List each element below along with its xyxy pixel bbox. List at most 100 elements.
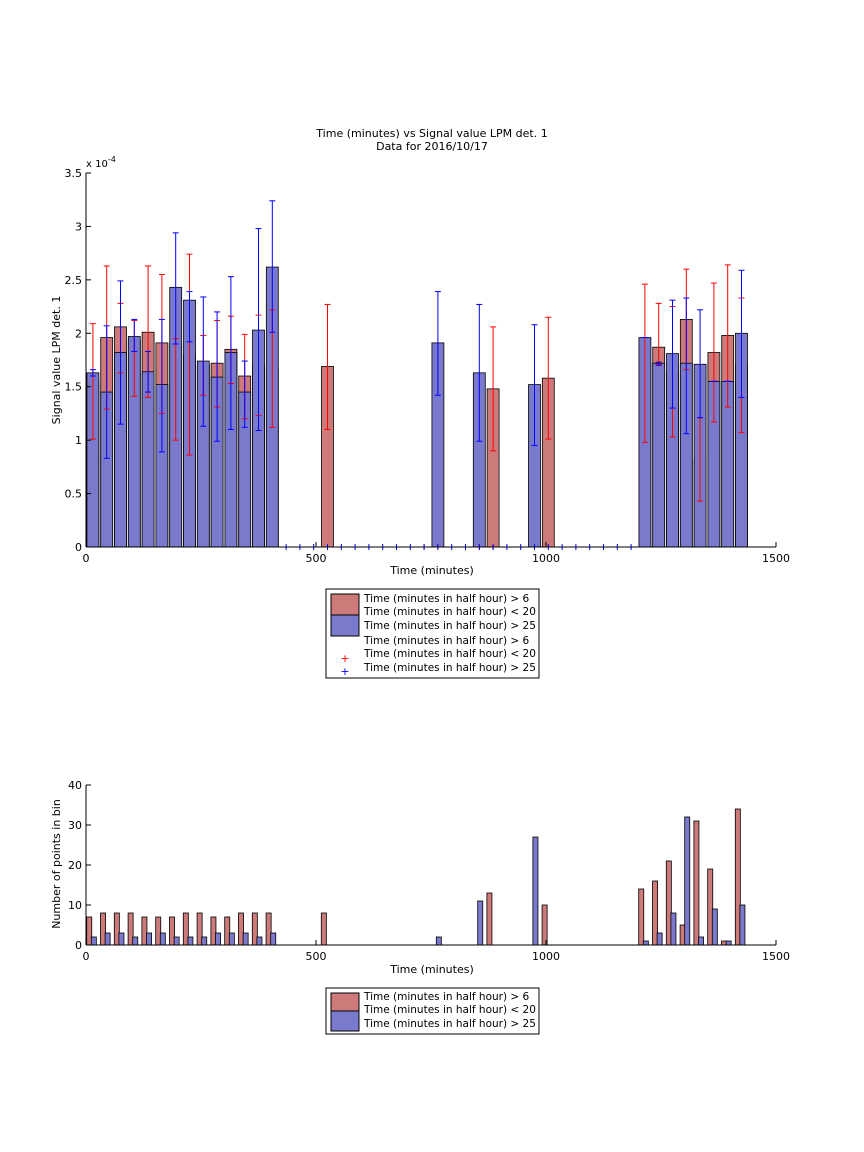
count-bar-series2 bbox=[104, 932, 111, 946]
signal-error-bar-series2 bbox=[241, 360, 248, 428]
signal-error-bar-series2 bbox=[531, 324, 538, 446]
count-legend-entry-2: Time (minutes in half hour) < 20 bbox=[363, 1004, 536, 1016]
count-x-tick-label: 1000 bbox=[532, 950, 560, 963]
count-chart: 0 500 1000 1500 0 10 20 30 40 Time (minutes) Num… bbox=[50, 779, 790, 1035]
signal-error-bar-series2 bbox=[255, 228, 262, 432]
count-bar-series2 bbox=[187, 936, 194, 946]
count-bar-series1 bbox=[486, 892, 493, 946]
count-bar-series2 bbox=[684, 816, 691, 946]
signal-y-tick-label: 3 bbox=[75, 220, 82, 233]
signal-error-bar-series2 bbox=[172, 232, 179, 345]
signal-x-tick-label: 500 bbox=[306, 552, 327, 565]
count-bars bbox=[86, 808, 746, 946]
count-y-tick-label: 20 bbox=[68, 859, 82, 872]
signal-y-tick-label: 0.5 bbox=[65, 488, 83, 501]
legend-entry-6: Time (minutes in half hour) > 25 bbox=[363, 662, 536, 674]
count-bar-series2 bbox=[477, 900, 484, 946]
signal-y-tick-label: 2.5 bbox=[65, 274, 83, 287]
legend-entry-5: Time (minutes in half hour) < 20 bbox=[363, 648, 536, 660]
count-bar-series2 bbox=[725, 940, 732, 946]
count-axes: 0 500 1000 1500 0 10 20 30 40 bbox=[68, 779, 790, 963]
legend-swatch-red bbox=[330, 593, 360, 616]
signal-error-bar-series1 bbox=[89, 323, 96, 440]
count-bar-series2 bbox=[215, 932, 221, 946]
signal-x-axis-label: Time (minutes) bbox=[389, 564, 474, 577]
count-legend: Time (minutes in half hour) > 6 Time (mi… bbox=[325, 987, 540, 1035]
count-bar-series2 bbox=[90, 936, 97, 946]
signal-error-bar-series2 bbox=[655, 361, 662, 366]
signal-y-tick-label: 3.5 bbox=[65, 167, 83, 180]
count-x-tick-label: 1500 bbox=[762, 950, 790, 963]
count-y-tick-label: 0 bbox=[75, 939, 82, 952]
signal-error-bar-series2 bbox=[738, 269, 745, 398]
count-bar-series1 bbox=[541, 904, 548, 946]
count-bar-series1 bbox=[320, 912, 327, 946]
count-bar-series2 bbox=[270, 932, 277, 946]
signal-error-bar-series1 bbox=[545, 316, 552, 440]
signal-y-tick-label: 1.5 bbox=[65, 381, 83, 394]
chart-title-line1: Time (minutes) vs Signal value LPM det. … bbox=[315, 127, 547, 140]
signal-bars bbox=[86, 200, 748, 550]
signal-error-bar-series2 bbox=[214, 311, 221, 442]
signal-error-bar-series2 bbox=[117, 280, 124, 425]
signal-x-tick-label: 1500 bbox=[762, 552, 790, 565]
y-exponent-base: x 10 bbox=[86, 159, 108, 170]
signal-error-bar-series2 bbox=[131, 318, 138, 352]
count-bar-series2 bbox=[118, 932, 125, 946]
signal-bar-series2 bbox=[652, 362, 666, 548]
signal-error-bar-series1 bbox=[490, 326, 497, 452]
count-bar-series2 bbox=[532, 836, 539, 946]
signal-x-tick-label: 0 bbox=[83, 552, 90, 565]
signal-error-bar-series2 bbox=[89, 369, 96, 377]
count-bar-series2 bbox=[698, 936, 704, 946]
signal-legend-box bbox=[325, 588, 540, 679]
signal-error-bar-series2 bbox=[434, 291, 441, 396]
count-y-tick-label: 40 bbox=[68, 779, 82, 792]
count-bar-series2 bbox=[711, 908, 718, 946]
signal-error-bar-series2 bbox=[669, 299, 676, 409]
signal-bar-series2 bbox=[141, 371, 155, 548]
signal-error-bar-series2 bbox=[103, 325, 110, 459]
signal-error-bar-series2 bbox=[158, 318, 165, 453]
count-bar-series2 bbox=[739, 904, 746, 946]
signal-error-bar-series1 bbox=[710, 282, 717, 423]
legend-marker-red: + bbox=[340, 652, 349, 665]
count-bar-series2 bbox=[159, 932, 166, 946]
count-bar-series1 bbox=[693, 820, 700, 946]
y-exponent-power: -4 bbox=[108, 155, 116, 164]
signal-y-tick-label: 2 bbox=[75, 327, 82, 340]
y-exponent-label: x 10-4 bbox=[86, 155, 116, 170]
signal-x-tick-label: 1000 bbox=[532, 552, 560, 565]
count-bar-series2 bbox=[228, 932, 235, 946]
count-bar-series2 bbox=[242, 932, 249, 946]
count-x-tick-label: 500 bbox=[306, 950, 327, 963]
legend-entry-3: Time (minutes in half hour) > 25 bbox=[363, 620, 536, 632]
legend-entry-2: Time (minutes in half hour) < 20 bbox=[363, 606, 536, 618]
signal-error-bar-series2 bbox=[200, 296, 207, 427]
count-bar-series2 bbox=[642, 940, 649, 946]
count-bar-series2 bbox=[435, 936, 442, 946]
signal-error-bar-series2 bbox=[476, 303, 483, 442]
count-y-tick-label: 30 bbox=[68, 819, 82, 832]
count-bar-series2 bbox=[670, 912, 677, 946]
signal-error-bar-series2 bbox=[227, 276, 234, 430]
count-bar-series2 bbox=[132, 936, 139, 946]
signal-axes: 0 500 1000 1500 0 0.5 1 1.5 2 2.5 3 3.5 bbox=[65, 167, 791, 565]
count-legend-swatch-red bbox=[330, 992, 360, 1012]
signal-error-bar-series2 bbox=[683, 297, 690, 435]
legend-entry-1: Time (minutes in half hour) > 6 bbox=[363, 593, 530, 605]
count-bar-series2 bbox=[173, 936, 180, 946]
count-bar-series1 bbox=[638, 888, 645, 946]
count-x-axis-label: Time (minutes) bbox=[389, 963, 474, 976]
signal-legend: Time (minutes in half hour) > 6 Time (mi… bbox=[325, 588, 540, 679]
signal-error-bar-series1 bbox=[324, 303, 331, 430]
signal-error-bar-series1 bbox=[641, 283, 648, 443]
count-legend-box bbox=[325, 987, 540, 1035]
count-bar-series2 bbox=[146, 932, 152, 946]
signal-error-bar-series2 bbox=[186, 291, 193, 343]
signal-y-axis-label: Signal value LPM det. 1 bbox=[50, 296, 63, 425]
signal-chart: Time (minutes) vs Signal value LPM det. … bbox=[50, 127, 791, 679]
count-y-axis-label: Number of points in bin bbox=[50, 799, 63, 929]
count-legend-swatch-blue bbox=[330, 1010, 360, 1032]
